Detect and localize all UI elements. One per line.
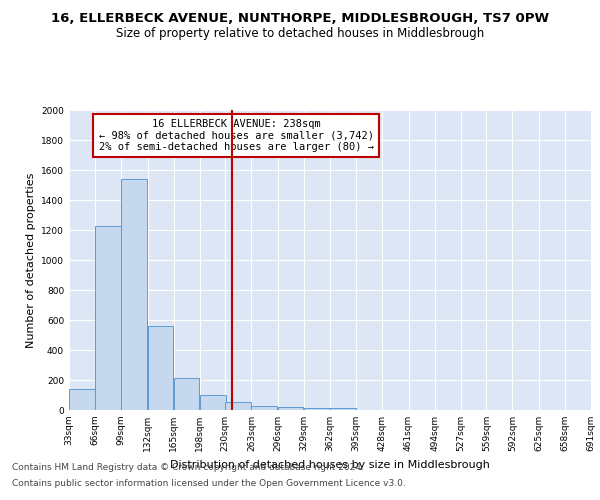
X-axis label: Distribution of detached houses by size in Middlesbrough: Distribution of detached houses by size … <box>170 460 490 469</box>
Bar <box>304 408 329 410</box>
Bar <box>278 407 304 410</box>
Bar <box>148 326 173 410</box>
Bar <box>95 226 121 410</box>
Y-axis label: Number of detached properties: Number of detached properties <box>26 172 35 348</box>
Text: Contains HM Land Registry data © Crown copyright and database right 2024.: Contains HM Land Registry data © Crown c… <box>12 464 364 472</box>
Bar <box>69 389 95 410</box>
Bar <box>174 378 199 410</box>
Text: 16 ELLERBECK AVENUE: 238sqm
← 98% of detached houses are smaller (3,742)
2% of s: 16 ELLERBECK AVENUE: 238sqm ← 98% of det… <box>98 119 374 152</box>
Text: 16, ELLERBECK AVENUE, NUNTHORPE, MIDDLESBROUGH, TS7 0PW: 16, ELLERBECK AVENUE, NUNTHORPE, MIDDLES… <box>51 12 549 26</box>
Bar <box>330 408 356 410</box>
Bar <box>251 406 277 410</box>
Bar <box>200 395 226 410</box>
Bar <box>121 179 147 410</box>
Text: Contains public sector information licensed under the Open Government Licence v3: Contains public sector information licen… <box>12 478 406 488</box>
Text: Size of property relative to detached houses in Middlesbrough: Size of property relative to detached ho… <box>116 28 484 40</box>
Bar <box>225 402 251 410</box>
